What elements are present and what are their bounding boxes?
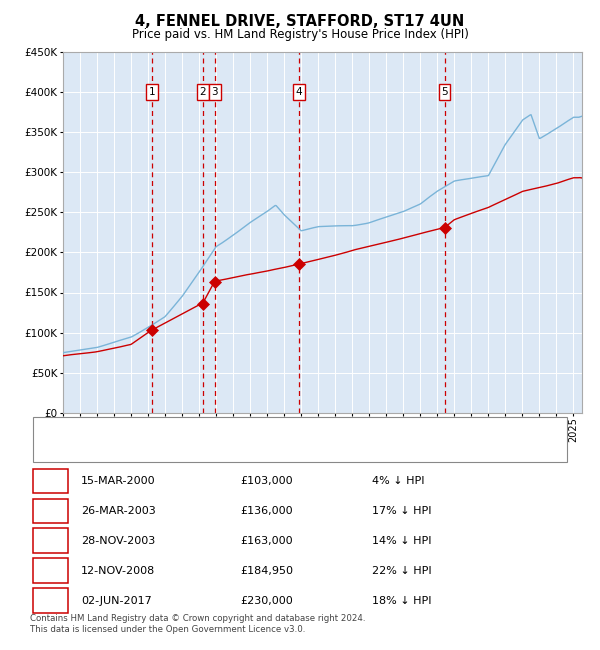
Text: £184,950: £184,950: [240, 566, 293, 576]
Text: 4: 4: [296, 87, 302, 97]
Text: 26-MAR-2003: 26-MAR-2003: [81, 506, 156, 516]
Text: This data is licensed under the Open Government Licence v3.0.: This data is licensed under the Open Gov…: [30, 625, 305, 634]
Text: 3: 3: [211, 87, 218, 97]
Text: 4% ↓ HPI: 4% ↓ HPI: [372, 476, 425, 486]
Text: £136,000: £136,000: [240, 506, 293, 516]
Text: 3: 3: [47, 536, 54, 546]
Text: £163,000: £163,000: [240, 536, 293, 546]
Text: ———: ———: [45, 440, 82, 453]
Text: 28-NOV-2003: 28-NOV-2003: [81, 536, 155, 546]
Text: Price paid vs. HM Land Registry's House Price Index (HPI): Price paid vs. HM Land Registry's House …: [131, 28, 469, 41]
Text: 4: 4: [47, 566, 54, 576]
Text: 17% ↓ HPI: 17% ↓ HPI: [372, 506, 431, 516]
Text: ———: ———: [45, 426, 82, 439]
Text: 4, FENNEL DRIVE, STAFFORD, ST17 4UN (detached house): 4, FENNEL DRIVE, STAFFORD, ST17 4UN (det…: [78, 427, 396, 437]
Text: 5: 5: [47, 595, 54, 606]
Text: 12-NOV-2008: 12-NOV-2008: [81, 566, 155, 576]
Text: HPI: Average price, detached house, Stafford: HPI: Average price, detached house, Staf…: [78, 441, 324, 452]
Text: 22% ↓ HPI: 22% ↓ HPI: [372, 566, 431, 576]
Text: £103,000: £103,000: [240, 476, 293, 486]
Text: 18% ↓ HPI: 18% ↓ HPI: [372, 595, 431, 606]
Text: £230,000: £230,000: [240, 595, 293, 606]
Text: 1: 1: [47, 476, 54, 486]
Text: 5: 5: [441, 87, 448, 97]
Text: 02-JUN-2017: 02-JUN-2017: [81, 595, 152, 606]
Text: 4, FENNEL DRIVE, STAFFORD, ST17 4UN: 4, FENNEL DRIVE, STAFFORD, ST17 4UN: [136, 14, 464, 29]
Text: 2: 2: [47, 506, 54, 516]
Text: 2: 2: [200, 87, 206, 97]
Text: 14% ↓ HPI: 14% ↓ HPI: [372, 536, 431, 546]
Text: 1: 1: [148, 87, 155, 97]
Text: 15-MAR-2000: 15-MAR-2000: [81, 476, 155, 486]
Text: Contains HM Land Registry data © Crown copyright and database right 2024.: Contains HM Land Registry data © Crown c…: [30, 614, 365, 623]
